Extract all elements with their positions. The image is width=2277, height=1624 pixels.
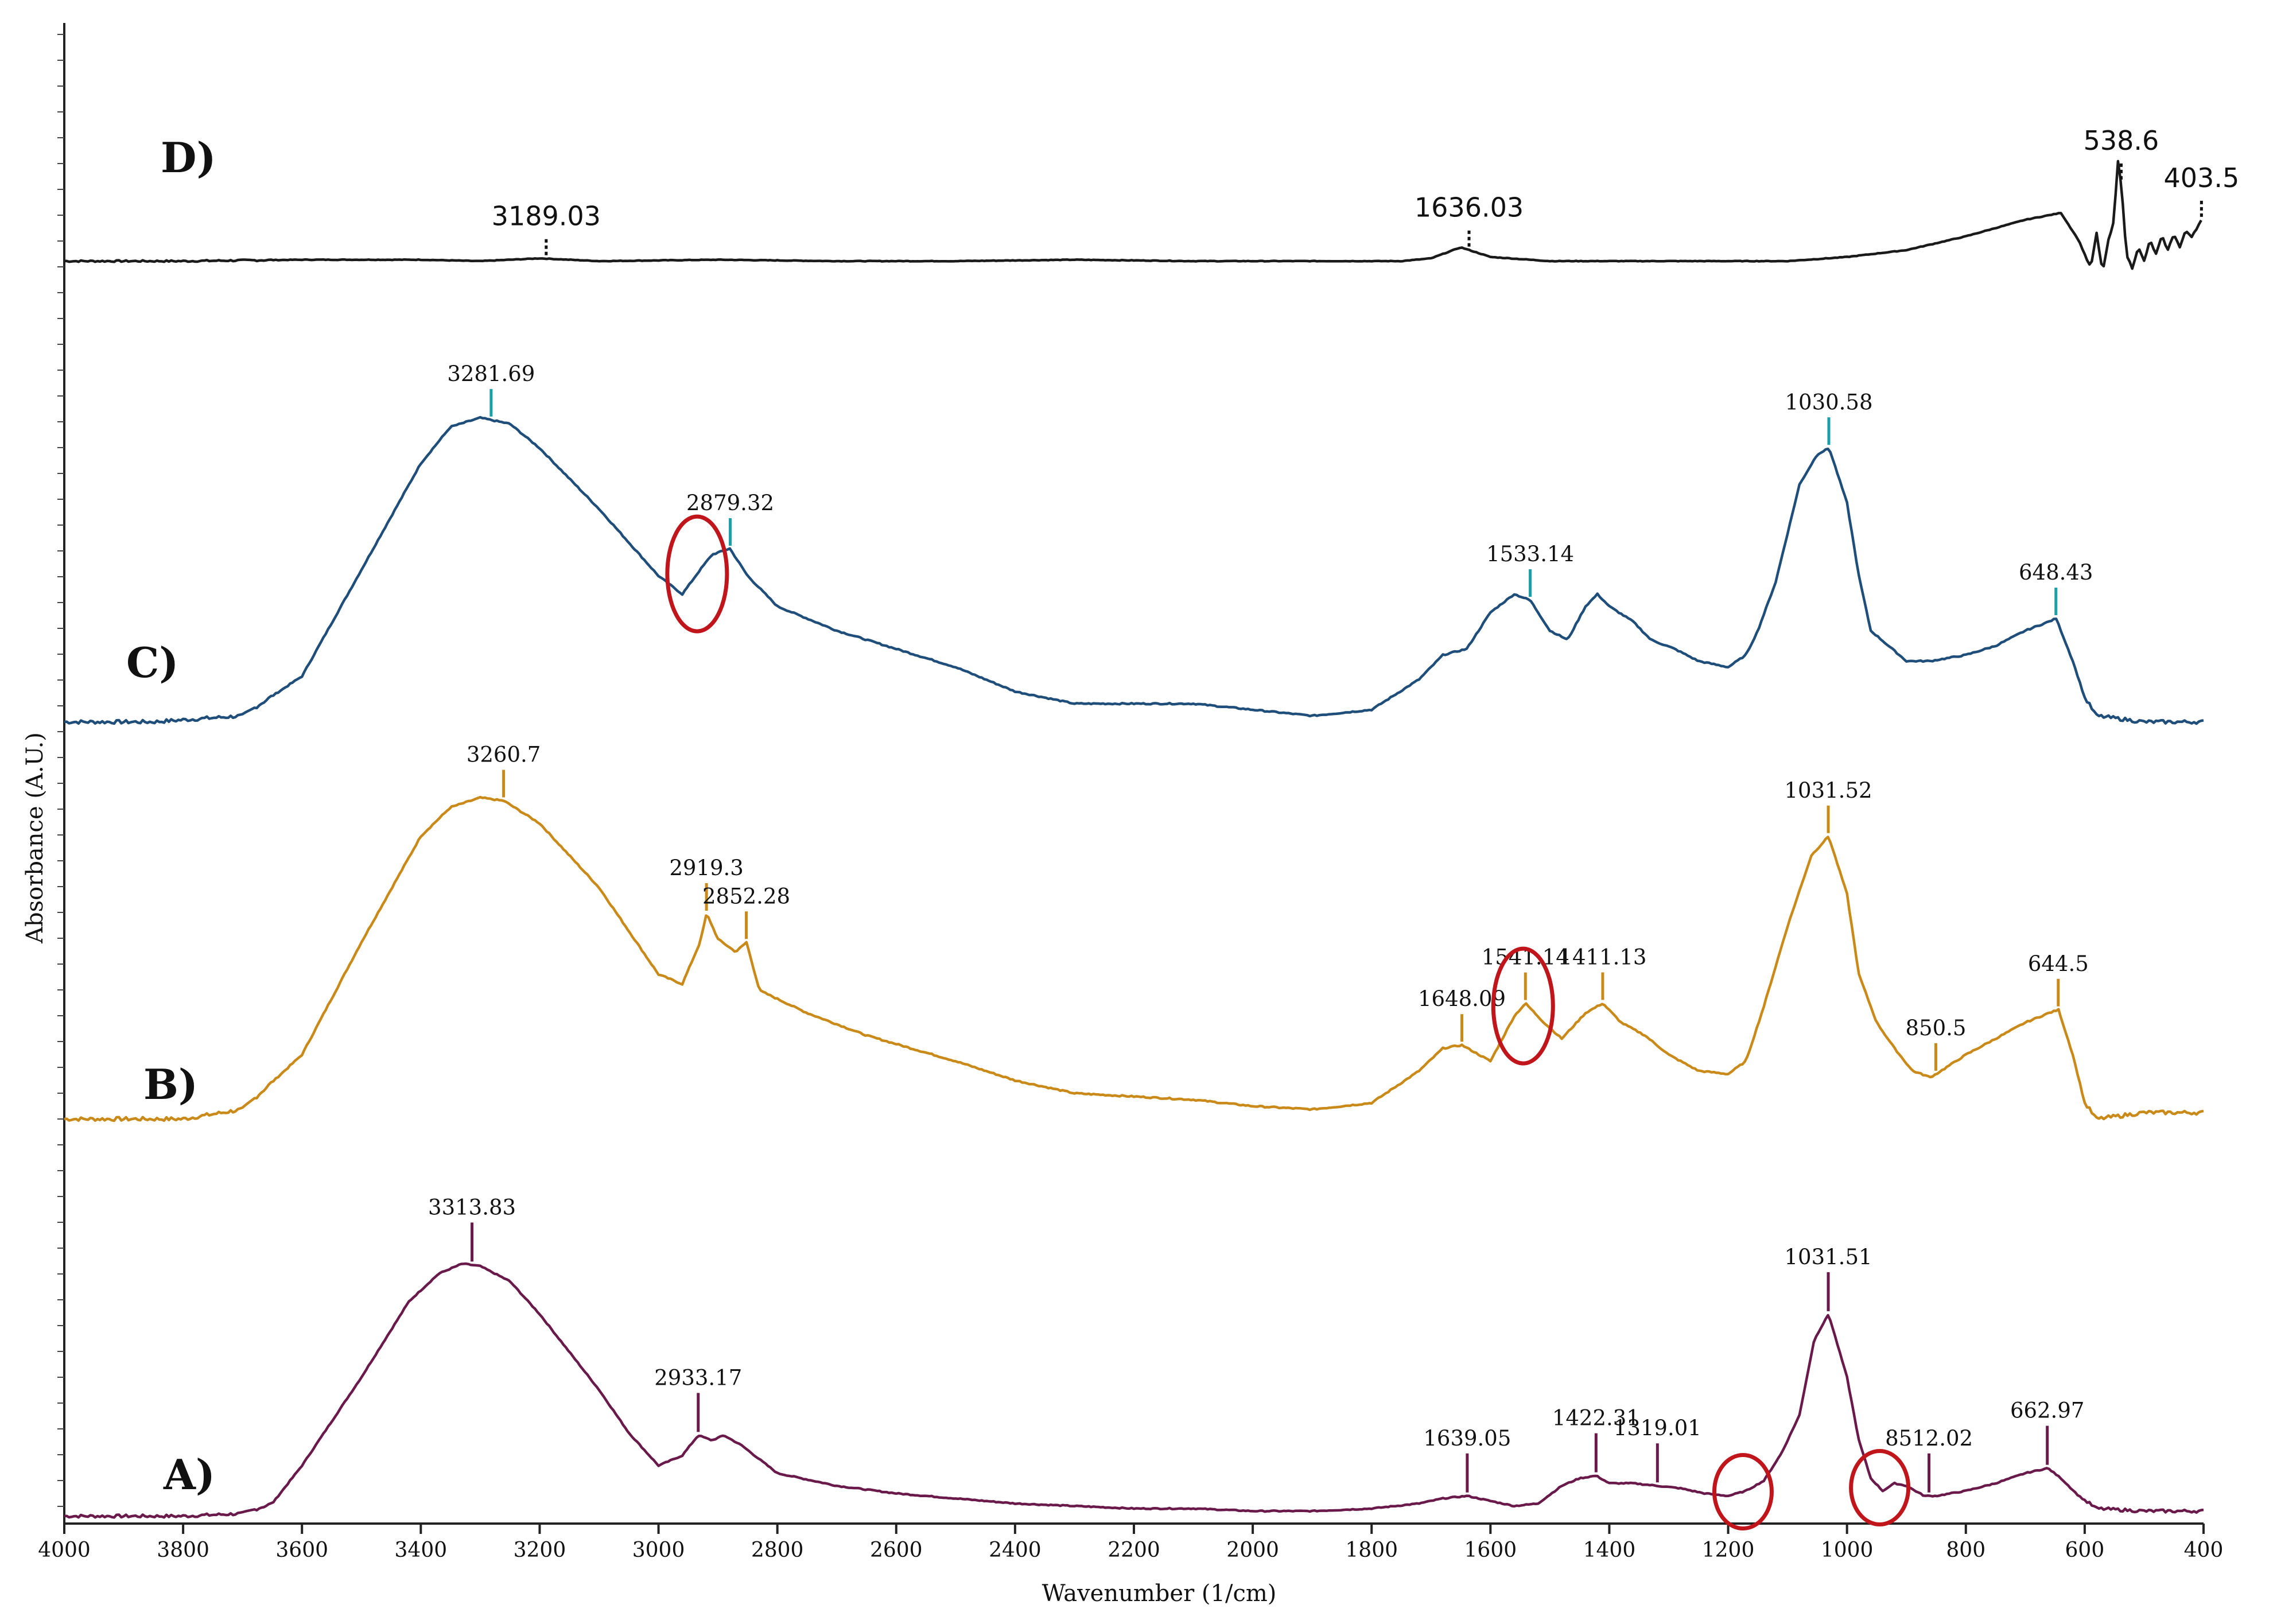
series-letter-layer: D) C) B) A) xyxy=(126,133,216,1499)
peak-label: 3189.03 xyxy=(492,201,601,232)
series-letter: B) xyxy=(143,1060,198,1109)
spectrum-line-b xyxy=(64,795,2204,1122)
peak-label: 8512.02 xyxy=(1885,1426,1973,1451)
x-tick-label: 2200 xyxy=(1108,1538,1160,1562)
x-tick-label: 1200 xyxy=(1702,1538,1755,1562)
spectrum-line-a xyxy=(64,1262,2204,1519)
peak-label: 2933.17 xyxy=(654,1365,742,1390)
x-tick-label: 4000 xyxy=(38,1538,91,1562)
highlight-circle xyxy=(1712,1452,1774,1530)
series-letter: A) xyxy=(163,1450,215,1499)
x-axis-title: Wavenumber (1/cm) xyxy=(1042,1580,1277,1607)
peak-label: 644.5 xyxy=(2028,951,2089,976)
highlight-circle xyxy=(1849,1449,1911,1526)
peak-label: 1031.51 xyxy=(1785,1245,1872,1269)
spectrum-line-c xyxy=(64,415,2204,725)
peak-label: 1648.09 xyxy=(1418,986,1506,1011)
x-tick-label: 3600 xyxy=(275,1538,328,1562)
x-tick-label: 1600 xyxy=(1464,1538,1517,1562)
x-tick-label: 1400 xyxy=(1583,1538,1636,1562)
peak-label: 1422.31 xyxy=(1552,1406,1640,1431)
peak-label: 1319.01 xyxy=(1614,1416,1701,1440)
x-tick-label: 3000 xyxy=(632,1538,685,1562)
y-axis-title: Absorbance (A.U.) xyxy=(22,732,48,944)
peak-label: 1030.58 xyxy=(1785,390,1872,414)
spectrum-line-d xyxy=(64,160,2202,270)
x-tick-label: 600 xyxy=(2065,1538,2105,1562)
peak-label: 3313.83 xyxy=(428,1195,516,1219)
series-letter: D) xyxy=(161,133,216,182)
peak-label: 850.5 xyxy=(1906,1016,1967,1040)
x-tick-label: 1000 xyxy=(1821,1538,1874,1562)
peak-label: 403.5 xyxy=(2164,162,2240,193)
peak-label: 3260.7 xyxy=(467,743,541,767)
peak-label: 2879.32 xyxy=(686,491,774,515)
highlight-circle xyxy=(665,514,729,634)
x-tick-label: 800 xyxy=(1946,1538,1985,1562)
series-layer xyxy=(64,160,2204,1519)
peak-label: 1411.13 xyxy=(1559,945,1646,969)
x-ticks-group: 4000 3800 3600 3400 3200 3000 2800 2600 2400 2200… xyxy=(38,34,2223,1562)
annotation-layer xyxy=(665,514,1911,1530)
x-tick-label: 3400 xyxy=(395,1538,448,1562)
x-tick-label: 2600 xyxy=(870,1538,923,1562)
peak-label: 3281.69 xyxy=(447,362,535,386)
x-tick-label: 3200 xyxy=(514,1538,566,1562)
x-tick-label: 1800 xyxy=(1345,1538,1398,1562)
series-letter: C) xyxy=(126,638,178,687)
peak-label: 1031.52 xyxy=(1785,778,1872,803)
peak-label: 2919.3 xyxy=(669,856,743,880)
x-tick-label: 2000 xyxy=(1226,1538,1279,1562)
peak-label: 662.97 xyxy=(2010,1398,2084,1423)
highlight-circle xyxy=(1491,946,1555,1066)
peak-label: 1636.03 xyxy=(1415,192,1524,223)
peak-label: 1533.14 xyxy=(1486,542,1574,566)
x-tick-label: 2800 xyxy=(751,1538,804,1562)
x-tick-label: 3800 xyxy=(157,1538,209,1562)
peak-label: 538.6 xyxy=(2084,125,2159,156)
x-tick-label: 400 xyxy=(2184,1538,2224,1562)
peak-label: 2852.28 xyxy=(702,884,790,908)
peak-label: 1639.05 xyxy=(1423,1426,1511,1451)
x-tick-label: 2400 xyxy=(989,1538,1042,1562)
peak-label: 648.43 xyxy=(2019,560,2093,585)
